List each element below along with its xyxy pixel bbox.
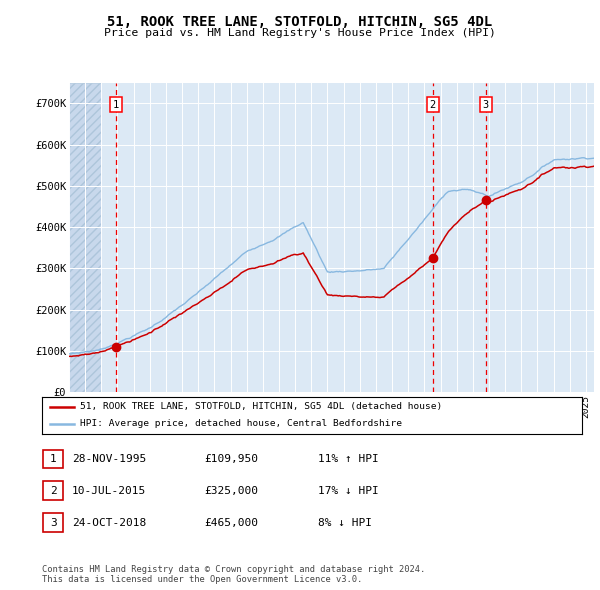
Text: 51, ROOK TREE LANE, STOTFOLD, HITCHIN, SG5 4DL (detached house): 51, ROOK TREE LANE, STOTFOLD, HITCHIN, S… xyxy=(80,402,442,411)
Text: £465,000: £465,000 xyxy=(204,518,258,527)
Text: 1: 1 xyxy=(50,454,56,464)
Text: 11% ↑ HPI: 11% ↑ HPI xyxy=(318,454,379,464)
Text: 2: 2 xyxy=(50,486,56,496)
Text: 51, ROOK TREE LANE, STOTFOLD, HITCHIN, SG5 4DL: 51, ROOK TREE LANE, STOTFOLD, HITCHIN, S… xyxy=(107,15,493,29)
Text: £325,000: £325,000 xyxy=(204,486,258,496)
Text: 3: 3 xyxy=(483,100,489,110)
Text: 3: 3 xyxy=(50,518,56,527)
Text: 1: 1 xyxy=(113,100,119,110)
Text: 8% ↓ HPI: 8% ↓ HPI xyxy=(318,518,372,527)
Text: £109,950: £109,950 xyxy=(204,454,258,464)
Text: Contains HM Land Registry data © Crown copyright and database right 2024.
This d: Contains HM Land Registry data © Crown c… xyxy=(42,565,425,584)
Text: 28-NOV-1995: 28-NOV-1995 xyxy=(72,454,146,464)
Bar xyxy=(69,83,101,392)
Text: Price paid vs. HM Land Registry's House Price Index (HPI): Price paid vs. HM Land Registry's House … xyxy=(104,28,496,38)
Text: 24-OCT-2018: 24-OCT-2018 xyxy=(72,518,146,527)
Text: HPI: Average price, detached house, Central Bedfordshire: HPI: Average price, detached house, Cent… xyxy=(80,419,402,428)
Text: 2: 2 xyxy=(430,100,436,110)
Text: 10-JUL-2015: 10-JUL-2015 xyxy=(72,486,146,496)
Text: 17% ↓ HPI: 17% ↓ HPI xyxy=(318,486,379,496)
